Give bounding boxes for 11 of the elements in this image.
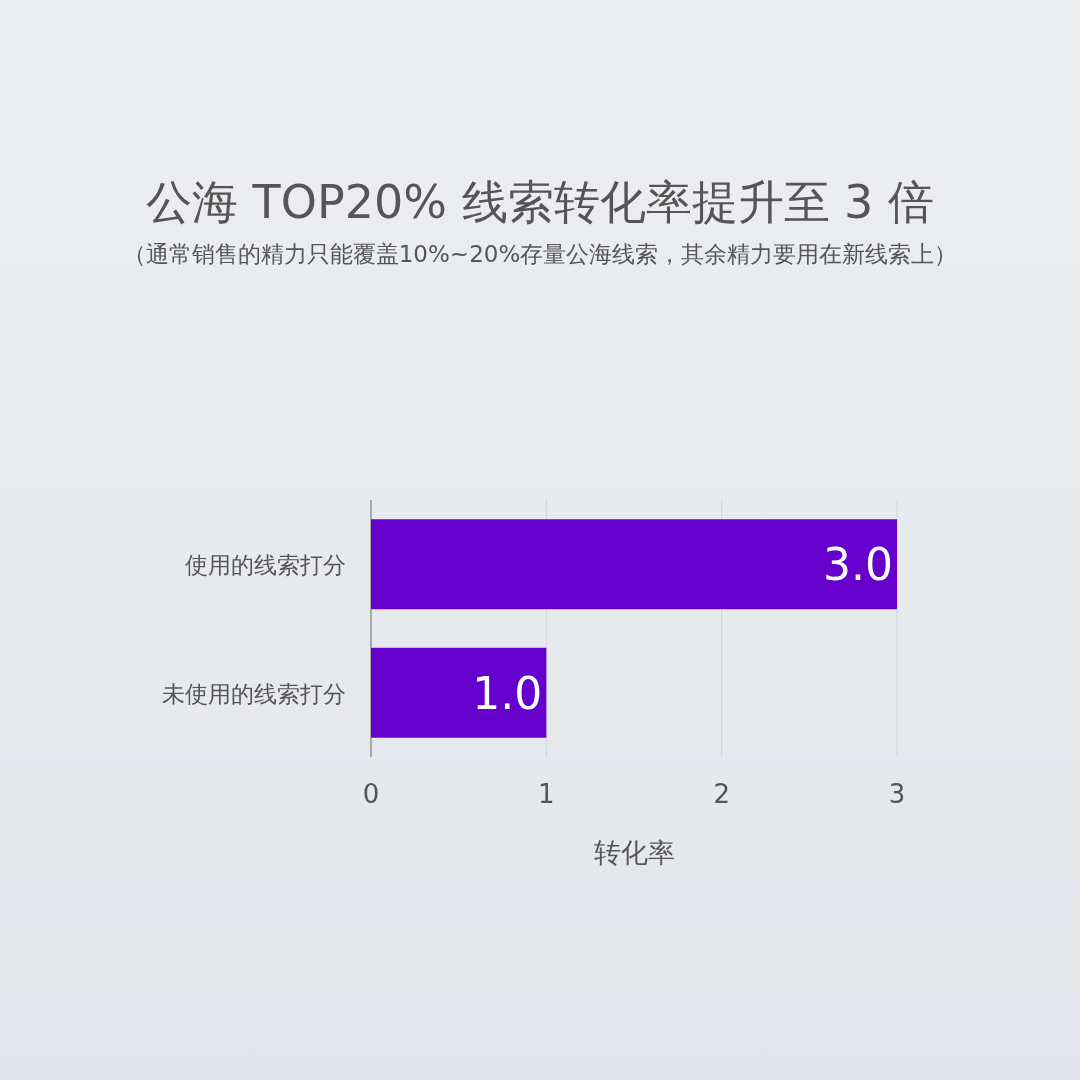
data-label: 3.0 — [823, 539, 893, 591]
y-tick-label: 使用的线索打分 — [185, 552, 346, 579]
data-label: 1.0 — [472, 667, 543, 719]
chart-title: 公海 TOP20% 线索转化率提升至 3 倍 — [145, 175, 935, 229]
chart-subtitle: （通常销售的精力只能覆盖10%~20%存量公海线索，其余精力要用在新线索上） — [122, 241, 958, 267]
x-tick-label: 1 — [538, 779, 555, 809]
x-tick-label: 3 — [888, 779, 906, 809]
x-axis-title: 转化率 — [593, 837, 675, 868]
x-tick-label: 2 — [713, 779, 730, 809]
x-tick-label: 0 — [362, 779, 380, 809]
y-tick-label: 未使用的线索打分 — [162, 680, 346, 707]
